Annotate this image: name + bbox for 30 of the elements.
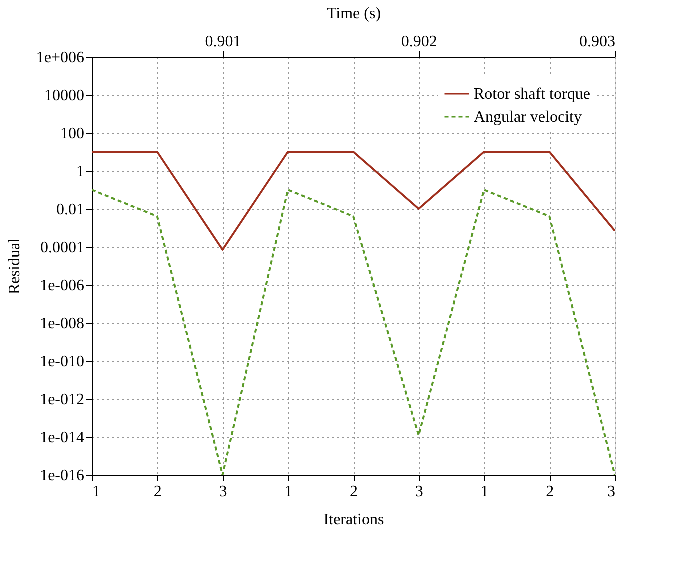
x2-tick-label: 0.902 <box>401 34 438 50</box>
y-tick-label: 1e-010 <box>40 354 84 370</box>
y-tick-label: 1e+006 <box>36 50 84 66</box>
x-tick-label: 1 <box>92 484 100 500</box>
x-tick-label: 1 <box>480 484 489 500</box>
x2-axis-title: Time (s) <box>326 6 382 22</box>
x-tick-label: 3 <box>415 484 424 500</box>
x2-tick-label: 0.903 <box>580 34 616 50</box>
y-tick-label: 1e-008 <box>40 316 84 332</box>
x-tick-label: 1 <box>284 484 293 500</box>
y-tick-label: 1e-012 <box>40 392 84 408</box>
legend-label: Angular velocity <box>474 109 582 126</box>
y-tick-label: 1e-006 <box>40 278 84 294</box>
x-tick-label: 3 <box>608 484 616 500</box>
y-tick-label: 100 <box>60 126 84 142</box>
x-axis-title: Iterations <box>324 512 384 528</box>
y-tick-label: 1e-016 <box>40 468 84 484</box>
x-tick-label: 2 <box>350 484 358 500</box>
y-tick-label: 0.0001 <box>40 240 84 256</box>
x-tick-label: 2 <box>154 484 162 500</box>
x-tick-label: 3 <box>219 484 228 500</box>
y-tick-label: 10000 <box>44 88 84 104</box>
line-series <box>92 151 615 251</box>
y-tick-label: 1 <box>76 164 84 180</box>
x2-tick-label: 0.901 <box>205 34 242 50</box>
x-tick-label: 2 <box>546 484 554 500</box>
y-tick-label: 0.01 <box>56 202 84 218</box>
y-tick-label: 1e-014 <box>40 430 84 446</box>
y-axis-title: Residual <box>6 238 24 294</box>
legend-label: Rotor shaft torque <box>474 86 590 103</box>
